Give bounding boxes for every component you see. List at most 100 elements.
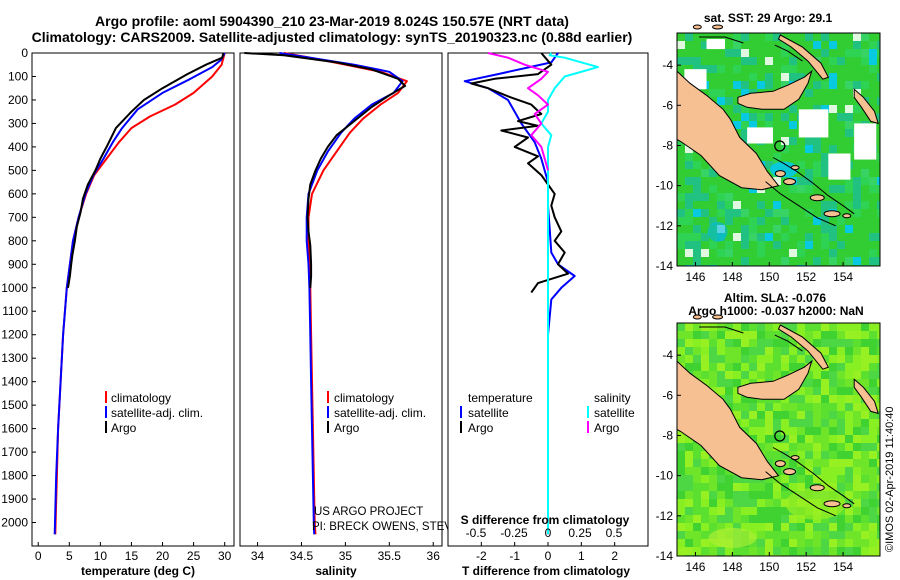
sea-cell — [749, 491, 757, 499]
sea-cell — [869, 49, 877, 57]
sea-cell — [869, 339, 877, 347]
sea-cell — [853, 57, 861, 65]
sea-cell — [701, 467, 709, 475]
sea-cell — [733, 499, 741, 507]
sea-cell — [733, 225, 741, 233]
sea-cell — [773, 547, 781, 555]
sea-cell — [877, 41, 880, 49]
sea-cell — [757, 403, 765, 411]
sea-cell — [853, 363, 861, 371]
sea-cell — [709, 507, 717, 515]
sea-cell — [717, 331, 725, 339]
sea-cell — [853, 185, 861, 193]
sea-cell — [677, 459, 685, 467]
sea-cell — [773, 33, 781, 41]
sea-cell — [797, 225, 805, 233]
sea-cell — [701, 371, 709, 379]
sea-cell — [837, 217, 845, 225]
sea-cell — [853, 459, 861, 467]
map-lon-tick-label: 154 — [833, 270, 853, 284]
sea-cell — [861, 113, 869, 121]
sea-cell — [765, 331, 773, 339]
sea-cell — [789, 73, 797, 81]
sea-cell — [877, 73, 880, 81]
sea-cell — [749, 515, 757, 523]
sea-cell — [741, 363, 749, 371]
sea-cell — [829, 121, 837, 129]
sea-cell — [709, 81, 717, 89]
sea-cell — [821, 459, 829, 467]
sea-cell — [805, 483, 813, 491]
sea-cell — [869, 523, 877, 531]
sea-cell — [741, 403, 749, 411]
sea-cell — [861, 419, 869, 427]
sea-cell — [717, 379, 725, 387]
sea-cell — [829, 475, 837, 483]
sea-cell — [805, 161, 813, 169]
sea-cell — [725, 371, 733, 379]
sea-cell — [685, 347, 693, 355]
argo-position-marker — [774, 430, 786, 442]
sea-cell — [861, 411, 869, 419]
sea-cell — [685, 507, 693, 515]
sea-cell — [789, 145, 797, 153]
sea-cell — [813, 459, 821, 467]
sea-cell — [733, 217, 741, 225]
sea-cell — [725, 33, 733, 41]
sea-cell — [837, 395, 845, 403]
sea-cell — [773, 403, 781, 411]
sea-cell — [677, 49, 685, 57]
sea-cell — [749, 347, 757, 355]
sea-cell — [869, 363, 877, 371]
sea-cell — [685, 435, 693, 443]
sea-cell — [733, 339, 741, 347]
sea-cell — [725, 523, 733, 531]
sea-cell — [853, 41, 861, 49]
sea-cell — [845, 41, 853, 49]
sea-cell — [765, 113, 773, 121]
sea-cell — [877, 233, 880, 241]
sea-cell — [877, 201, 880, 209]
sea-cell — [853, 201, 861, 209]
sea-cell — [757, 41, 765, 49]
sea-cell — [757, 539, 765, 547]
sea-cell — [725, 73, 733, 81]
sea-cell — [781, 523, 789, 531]
sea-cell — [837, 225, 845, 233]
sea-cell — [877, 153, 880, 161]
sea-cell — [693, 233, 701, 241]
sea-cell — [805, 209, 813, 217]
sea-cell — [869, 467, 877, 475]
sea-cell — [749, 523, 757, 531]
sea-cell — [813, 257, 821, 265]
sea-cell — [765, 193, 773, 201]
sea-cell — [829, 65, 837, 73]
sea-cell — [869, 193, 877, 201]
sea-cell — [877, 137, 880, 145]
x-tick-label: 15 — [125, 549, 139, 563]
sea-cell — [861, 459, 869, 467]
sea-cell — [837, 65, 845, 73]
depth-tick-label: 0 — [21, 46, 28, 60]
sea-cell — [677, 225, 685, 233]
legend-argo: Argo — [334, 421, 360, 435]
sea-cell — [693, 177, 701, 185]
sea-cell — [685, 41, 693, 49]
sea-cell — [733, 201, 741, 209]
depth-tick-label: 100 — [8, 69, 28, 83]
sea-cell — [821, 467, 829, 475]
sea-cell — [765, 233, 773, 241]
reef-contour — [765, 471, 836, 517]
sea-cell — [717, 467, 725, 475]
sea-cell — [821, 443, 829, 451]
sea-cell — [717, 507, 725, 515]
sea-cell — [765, 443, 773, 451]
sea-cell — [757, 499, 765, 507]
sea-cell — [837, 339, 845, 347]
sea-cell — [733, 507, 741, 515]
sea-cell — [861, 515, 869, 523]
sea-cell — [725, 241, 733, 249]
sea-cell — [829, 33, 837, 41]
sea-cell — [757, 331, 765, 339]
sea-cell — [749, 201, 757, 209]
